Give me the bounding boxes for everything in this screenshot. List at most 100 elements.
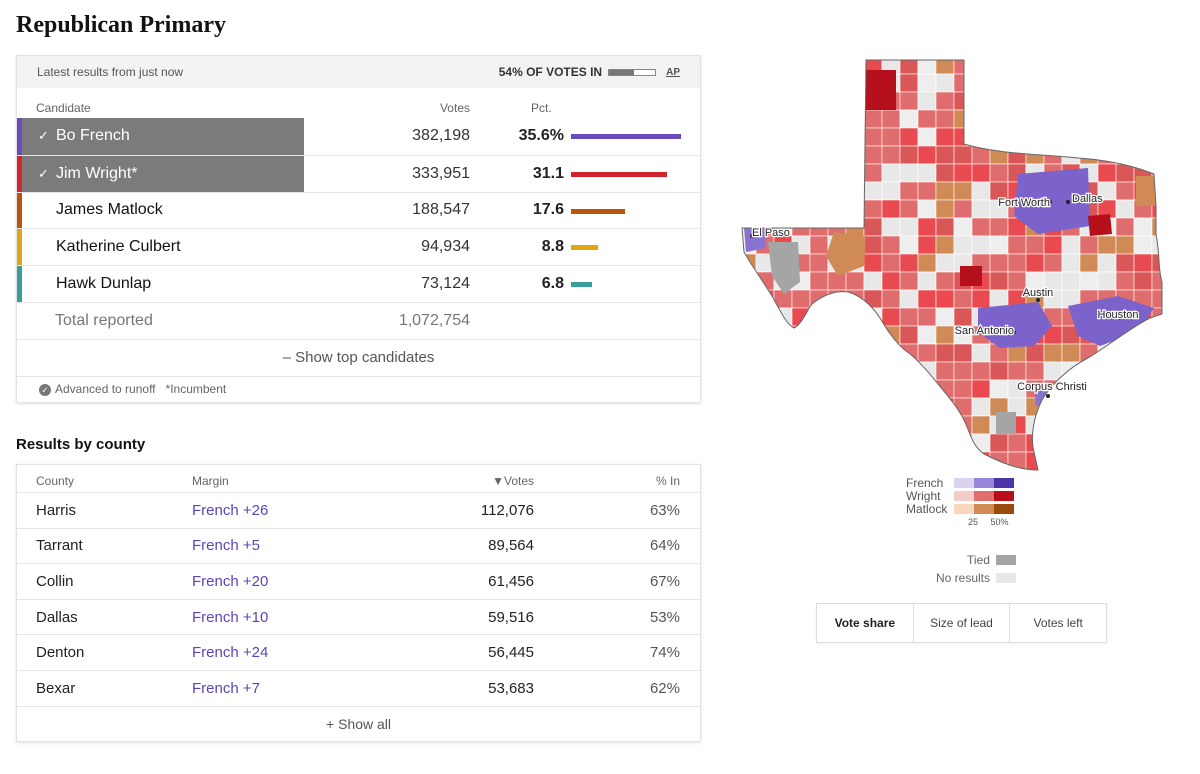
map-toggle-votes-left-button[interactable]: Votes left [1009, 604, 1106, 642]
county-cell [827, 289, 847, 309]
county-cell [742, 145, 757, 165]
show-top-candidates-button[interactable]: – Show top candidates [17, 338, 700, 376]
county-cell [953, 60, 973, 75]
county-votes: 112,076 [480, 501, 534, 519]
county-cell [1151, 145, 1162, 165]
county-row[interactable]: Collin French +20 61,456 67% [17, 564, 700, 600]
show-all-button[interactable]: + Show all [326, 715, 391, 732]
county-cell [1151, 415, 1162, 435]
candidate-pct: 17.6 [532, 201, 564, 219]
city-label: Dallas [1072, 193, 1103, 205]
latest-results-label: Latest results from just now [37, 65, 184, 79]
county-cell [863, 163, 883, 183]
candidate-votes: 382,198 [412, 127, 470, 145]
county-cell [1151, 127, 1162, 147]
county-cell [827, 397, 847, 417]
county-cell [1043, 433, 1063, 453]
county-cell [827, 60, 847, 75]
county-cell [1007, 127, 1027, 147]
city-label: Austin [1023, 287, 1054, 299]
legend-candidate: Wright [906, 488, 941, 503]
county-row[interactable]: Dallas French +10 59,516 53% [17, 600, 700, 636]
votes-header: Votes [439, 101, 470, 115]
county-cell [1133, 235, 1153, 255]
county-cell [899, 199, 919, 219]
county-cell [899, 289, 919, 309]
county-cell [1151, 361, 1162, 381]
texas-county-map[interactable]: El Paso Fort Worth Dallas Austin Houston San … [738, 56, 1178, 474]
votes-sort-header[interactable]: ▼Votes [492, 474, 534, 488]
county-cell [1151, 235, 1162, 255]
map-toggle-size-of-lead-button[interactable]: Size of lead [912, 604, 1010, 642]
county-row[interactable]: Tarrant French +5 89,564 64% [17, 529, 700, 565]
county-cell [827, 433, 847, 453]
county-cell [1079, 415, 1099, 435]
county-cell [742, 307, 757, 327]
county-cell [1097, 109, 1117, 129]
county-cell [1097, 397, 1117, 417]
county-cell [953, 235, 973, 255]
county-cell [1061, 91, 1081, 111]
county-cell [1097, 379, 1117, 399]
county-cell [755, 307, 775, 327]
county-cell [971, 217, 991, 237]
county-fills [742, 60, 1178, 470]
county-cell [1133, 469, 1153, 470]
pct-in-header[interactable]: % In [655, 474, 680, 488]
county-cell [863, 181, 883, 201]
county-cell [1170, 452, 1178, 470]
county-cell [773, 325, 793, 345]
county-cell [935, 127, 955, 147]
county-cell [1097, 253, 1117, 273]
ap-source-link[interactable]: AP [666, 66, 680, 78]
county-cell [809, 127, 829, 147]
county-cell [1115, 415, 1135, 435]
county-cell [1097, 469, 1117, 470]
county-name: Harris [36, 501, 76, 519]
county-cell [845, 60, 865, 75]
county-cell [881, 289, 901, 309]
county-cell [917, 199, 937, 219]
county-row[interactable]: Denton French +24 56,445 74% [17, 635, 700, 671]
county-cell [881, 343, 901, 363]
county-cell [935, 343, 955, 363]
county-cell [742, 271, 757, 291]
county-header[interactable]: County [36, 474, 75, 488]
county-cell [881, 361, 901, 381]
dfw-metro-counties [1014, 168, 1090, 234]
county-cell [863, 253, 883, 273]
legend-swatch [994, 490, 1014, 501]
county-cell [827, 91, 847, 111]
county-row[interactable]: Bexar French +7 53,683 62% [17, 671, 700, 707]
county-cell [899, 271, 919, 291]
margin-header[interactable]: Margin [192, 474, 229, 488]
county-cell [1061, 415, 1081, 435]
county-cell [1061, 343, 1081, 363]
county-cell [1151, 379, 1162, 399]
county-cell [863, 289, 883, 309]
map-legend: French Wright Matlock 25 50% [906, 476, 1019, 527]
county-cell [809, 397, 829, 417]
county-cell [1043, 109, 1063, 129]
county-cell [971, 145, 991, 165]
results-column-headers: Candidate Votes Pct. [17, 88, 700, 118]
county-cell [953, 433, 973, 453]
county-cell [917, 289, 937, 309]
county-cell [827, 469, 847, 470]
county-cell [917, 307, 937, 327]
county-cell [1170, 272, 1178, 290]
county-cell [791, 379, 811, 399]
county-cell [845, 271, 865, 291]
county-cell [827, 163, 847, 183]
county-cell [917, 181, 937, 201]
county-row[interactable]: Harris French +26 112,076 63% [17, 493, 700, 529]
county-cell [742, 379, 757, 399]
county-cell [863, 469, 883, 470]
county-cell [935, 271, 955, 291]
county-cell [827, 451, 847, 470]
county-cell [755, 199, 775, 219]
map-toggle-vote-share-button[interactable]: Vote share [834, 616, 896, 630]
legend-candidate: Matlock [906, 501, 948, 516]
county-cell [773, 73, 793, 93]
county-cell [809, 469, 829, 470]
